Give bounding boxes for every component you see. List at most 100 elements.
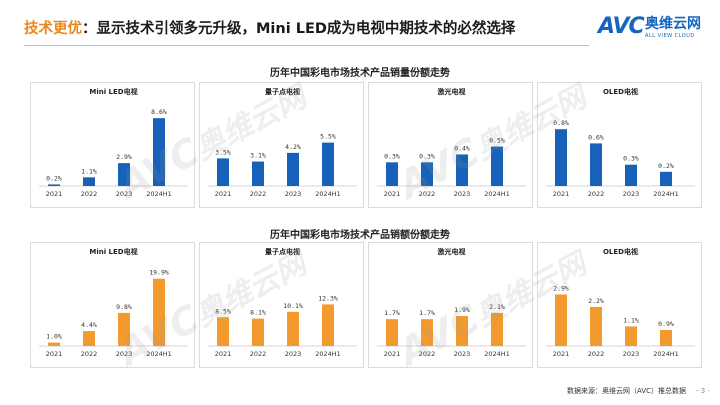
bar [555,129,567,186]
data-label: 0.3% [419,152,435,160]
bar [660,330,672,346]
page-title-text: ：显示技术引领多元升级，Mini LED成为电视中期技术的必然选择 [82,21,516,37]
x-tick-label: 2021 [215,350,232,358]
data-label: 0.3% [623,155,639,163]
bar [491,312,503,346]
x-tick-label: 2021 [215,190,232,198]
chart-title: Mini LED电视 [89,247,137,256]
chart-svg: 量子点电视 8.5% 2021 8.1% 2022 10.1% 2023 12.3% 2024H… [208,247,357,358]
data-label: 4.2% [285,143,301,151]
chart-title: OLED电视 [603,247,638,256]
bar [83,331,95,346]
bar [322,142,334,186]
chart-title: 量子点电视 [265,87,300,96]
chart-title: Mini LED电视 [89,87,137,96]
header-divider [24,45,589,46]
page-number: - 3 - [696,387,710,395]
chart-svg: Mini LED电视 1.0% 2021 4.4% 2022 9.8% 2023 19.9% 2… [39,247,188,358]
data-label: 1.9% [454,306,470,314]
bar [287,311,299,346]
data-label: 0.4% [454,144,470,152]
bar [118,163,130,186]
x-tick-label: 2022 [250,190,267,198]
data-label: 4.4% [81,321,97,329]
x-tick-label: 2023 [285,190,302,198]
x-tick-label: 2021 [553,190,570,198]
bar [217,317,229,346]
x-tick-label: 2024H1 [146,190,172,198]
chart-panel-value-oled: OLED电视 2.9% 2021 2.2% 2022 1.1% 2023 0.9% 2024H1 [537,242,702,368]
data-label: 12.3% [318,294,338,302]
section-title-volume: 历年中国彩电市场技术产品销量份额走势 [270,68,450,79]
logo-cn: 奥维云网 [645,16,701,32]
bar [625,326,637,346]
bar [421,162,433,186]
data-label: 1.7% [419,309,435,317]
bar [217,158,229,186]
data-label: 8.1% [250,309,266,317]
chart-svg: OLED电视 0.8% 2021 0.6% 2022 0.3% 2023 0.2% 2024H1 [546,87,695,198]
data-label: 8.5% [215,307,231,315]
page-header: 技术更优：显示技术引领多元升级，Mini LED成为电视中期技术的必然选择 AV… [0,0,720,52]
data-label: 1.7% [384,309,400,317]
data-label: 1.1% [623,316,639,324]
x-tick-label: 2024H1 [653,350,679,358]
logo-en: ALL VIEW CLOUD [645,33,695,39]
section-title-value: 历年中国彩电市场技术产品销额份额走势 [270,230,450,241]
x-tick-label: 2024H1 [315,190,341,198]
chart-svg: 激光电视 0.3% 2021 0.3% 2022 0.4% 2023 0.5% 2024H1 [377,87,526,198]
x-tick-label: 2022 [419,350,436,358]
data-label: 9.8% [116,303,132,311]
chart-panel-volume-oled: OLED电视 0.8% 2021 0.6% 2022 0.3% 2023 0.2% 2024H1 [537,82,702,208]
logo-mark: AVC [598,14,645,39]
x-tick-label: 2022 [250,350,267,358]
chart-panel-volume-laser: 激光电视 0.3% 2021 0.3% 2022 0.4% 2023 0.5% 2024H1 [368,82,533,208]
chart-svg: OLED电视 2.9% 2021 2.2% 2022 1.1% 2023 0.9% 2024H1 [546,247,695,358]
chart-panel-value-qd: 量子点电视 8.5% 2021 8.1% 2022 10.1% 2023 12.3% 2024H… [199,242,364,368]
x-tick-label: 2022 [588,190,605,198]
bar [252,161,264,186]
x-tick-label: 2022 [81,190,98,198]
data-label: 0.5% [489,137,505,145]
bar [153,118,165,186]
data-label: 0.8% [553,119,569,127]
chart-title: OLED电视 [603,87,638,96]
chart-svg: 激光电视 1.7% 2021 1.7% 2022 1.9% 2023 2.1% 2024H1 [377,247,526,358]
x-tick-label: 2023 [454,350,471,358]
bar [48,184,60,186]
bar [386,319,398,346]
bar [118,312,130,346]
bar [456,154,468,186]
chart-svg: 量子点电视 3.5% 2021 3.1% 2022 4.2% 2023 5.5% 2024H1 [208,87,357,198]
x-tick-label: 2023 [116,350,133,358]
x-tick-label: 2023 [285,350,302,358]
data-source: 数据来源：奥维云网（AVC）推总数据 [567,387,687,395]
data-label: 10.1% [283,302,303,310]
x-tick-label: 2022 [588,350,605,358]
chart-svg: Mini LED电视 0.2% 2021 1.1% 2022 2.9% 2023 8.6% 20… [39,87,188,198]
chart-title: 量子点电视 [265,247,300,256]
chart-title: 激光电视 [438,247,466,256]
x-tick-label: 2022 [419,190,436,198]
data-label: 3.1% [250,152,266,160]
x-tick-label: 2021 [384,190,401,198]
x-tick-label: 2021 [46,350,63,358]
bar [153,278,165,346]
data-label: 1.0% [46,333,62,341]
x-tick-label: 2023 [623,350,640,358]
chart-title: 激光电视 [438,87,466,96]
avc-logo: AVC 奥维云网 ALL VIEW CLOUD [598,12,703,46]
data-label: 2.2% [588,297,604,305]
bar [491,146,503,186]
data-label: 8.6% [151,108,167,116]
x-tick-label: 2022 [81,350,98,358]
chart-panel-volume-miniled: Mini LED电视 0.2% 2021 1.1% 2022 2.9% 2023 8.6% 20… [30,82,195,208]
x-tick-label: 2024H1 [315,350,341,358]
bar [660,171,672,186]
bar [590,143,602,186]
data-label: 3.5% [215,148,231,156]
x-tick-label: 2024H1 [146,350,172,358]
x-tick-label: 2021 [46,190,63,198]
data-label: 19.9% [149,269,169,277]
bar [625,164,637,186]
